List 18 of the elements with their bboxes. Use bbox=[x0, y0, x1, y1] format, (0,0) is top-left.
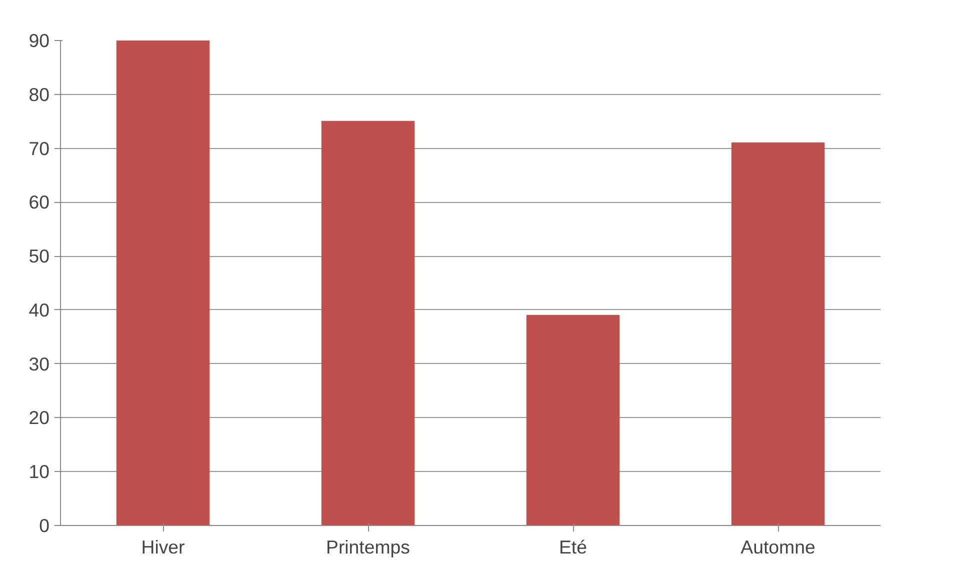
x-tick-label: Eté bbox=[559, 536, 588, 558]
y-tick-label: 0 bbox=[39, 515, 50, 536]
y-tick-label: 50 bbox=[28, 246, 50, 267]
y-tick-label: 60 bbox=[28, 192, 50, 213]
x-tick-label: Automne bbox=[740, 536, 816, 558]
bar bbox=[321, 120, 415, 526]
bar bbox=[526, 314, 620, 526]
bar bbox=[116, 40, 210, 526]
y-tick-label: 10 bbox=[28, 461, 50, 482]
y-tick-label: 70 bbox=[28, 138, 50, 159]
y-tick-label: 40 bbox=[28, 299, 50, 320]
y-tick-label: 80 bbox=[28, 84, 50, 105]
x-tick-label: Hiver bbox=[141, 536, 185, 558]
y-tick-label: 30 bbox=[28, 353, 50, 374]
x-tick-label: Printemps bbox=[326, 536, 410, 558]
bar bbox=[731, 142, 825, 526]
y-tick-label: 90 bbox=[28, 30, 50, 51]
y-tick-label: 20 bbox=[28, 407, 50, 428]
